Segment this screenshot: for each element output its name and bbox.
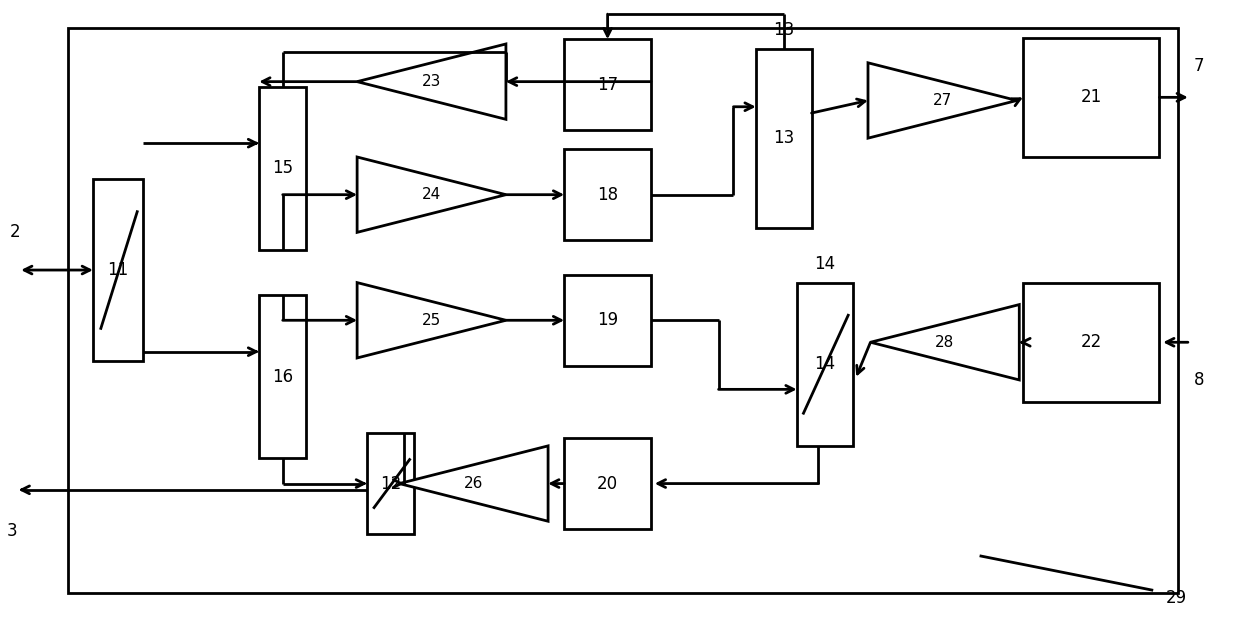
Bar bbox=[564, 275, 651, 365]
Text: 17: 17 bbox=[596, 76, 619, 94]
Text: 3: 3 bbox=[7, 522, 17, 539]
Text: 11: 11 bbox=[107, 261, 129, 279]
Polygon shape bbox=[357, 283, 506, 358]
Text: 23: 23 bbox=[422, 74, 441, 89]
Text: 8: 8 bbox=[1194, 371, 1204, 389]
Text: 13: 13 bbox=[773, 129, 795, 147]
Text: 24: 24 bbox=[422, 187, 441, 202]
Bar bbox=[756, 48, 812, 227]
Text: 15: 15 bbox=[272, 160, 294, 177]
Bar bbox=[1023, 283, 1159, 402]
Text: 2: 2 bbox=[10, 224, 20, 241]
Text: 14: 14 bbox=[813, 255, 836, 273]
Text: 12: 12 bbox=[379, 475, 402, 492]
Polygon shape bbox=[357, 44, 506, 119]
Polygon shape bbox=[870, 305, 1019, 380]
Bar bbox=[564, 438, 651, 529]
Text: 16: 16 bbox=[272, 368, 294, 386]
Text: 7: 7 bbox=[1194, 57, 1204, 75]
Bar bbox=[797, 283, 853, 446]
Text: 20: 20 bbox=[596, 475, 619, 492]
Text: 21: 21 bbox=[1080, 89, 1102, 106]
Polygon shape bbox=[357, 157, 506, 232]
Polygon shape bbox=[868, 63, 1017, 138]
Bar bbox=[259, 87, 306, 250]
Text: 26: 26 bbox=[464, 476, 484, 491]
Bar bbox=[93, 179, 143, 361]
Text: 28: 28 bbox=[935, 335, 955, 350]
Polygon shape bbox=[399, 446, 548, 521]
Text: 22: 22 bbox=[1080, 333, 1102, 351]
Bar bbox=[564, 39, 651, 131]
Text: 13: 13 bbox=[773, 21, 795, 39]
Text: 29: 29 bbox=[1166, 589, 1187, 607]
Bar bbox=[259, 295, 306, 458]
Text: 14: 14 bbox=[813, 355, 836, 373]
Text: 27: 27 bbox=[932, 93, 952, 108]
Bar bbox=[564, 149, 651, 241]
Text: 19: 19 bbox=[596, 311, 619, 329]
Bar bbox=[367, 433, 414, 534]
Bar bbox=[1023, 38, 1159, 157]
Text: 18: 18 bbox=[596, 186, 619, 203]
Bar bbox=[68, 28, 1178, 593]
Text: 25: 25 bbox=[422, 313, 441, 328]
